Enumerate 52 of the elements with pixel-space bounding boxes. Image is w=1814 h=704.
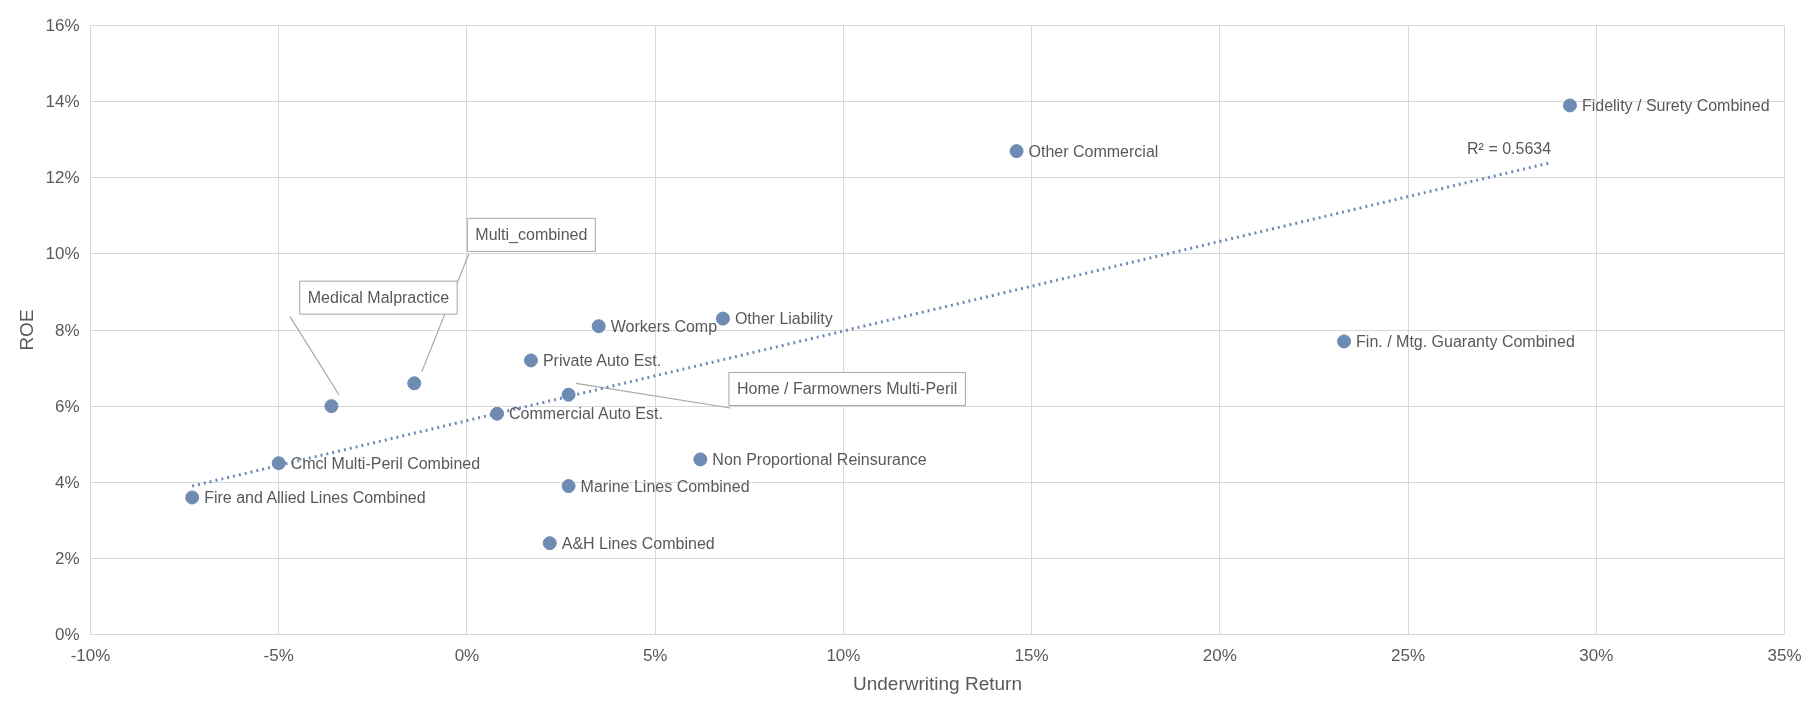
- data-label: Marine Lines Combined: [580, 477, 750, 495]
- point: [1337, 334, 1352, 349]
- point: [561, 387, 576, 402]
- x-tick-label: -5%: [263, 645, 294, 665]
- point: [324, 399, 339, 414]
- data-label: Private Auto Est.: [542, 351, 662, 369]
- point: [271, 456, 286, 471]
- data-label: Home / Farmowners Multi-Peril: [736, 380, 958, 398]
- y-tick-label: 12%: [45, 168, 80, 188]
- point: [1009, 144, 1024, 159]
- data-label: A&H Lines Combined: [561, 534, 715, 552]
- data-label: Workers Comp: [610, 317, 718, 335]
- point: [1562, 98, 1577, 113]
- annotation: R² = 0.5634: [1467, 139, 1552, 157]
- y-tick-label: 14%: [45, 92, 80, 112]
- x-tick-label: 20%: [1202, 645, 1237, 665]
- y-tick-label: 2%: [54, 548, 80, 568]
- point: [693, 452, 708, 467]
- data-label: Multi_combined: [475, 226, 588, 245]
- data-label: Commercial Auto Est.: [509, 405, 663, 423]
- x-tick-label: 30%: [1579, 645, 1614, 665]
- data-label: Cmcl Multi-Peril Combined: [290, 454, 481, 472]
- x-tick-label: -10%: [70, 645, 111, 665]
- data-label: Medical Malpractice: [307, 289, 450, 307]
- x-axis-title: Underwriting Return: [853, 672, 1022, 694]
- data-label: Other Commercial: [1028, 142, 1159, 160]
- point: [542, 536, 557, 551]
- x-tick-label: 0%: [454, 645, 480, 665]
- data-label: Other Liability: [734, 310, 833, 328]
- y-axis-title: ROE: [16, 309, 38, 351]
- x-tick-label: 15%: [1014, 645, 1049, 665]
- data-label: Fin. / Mtg. Guaranty Combined: [1356, 332, 1575, 350]
- y-tick-label: 16%: [45, 16, 80, 35]
- data-label: Fidelity / Surety Combined: [1581, 96, 1770, 114]
- point: [185, 490, 200, 505]
- point: [715, 311, 730, 326]
- y-tick-label: 4%: [54, 472, 80, 492]
- data-label: Fire and Allied Lines Combined: [204, 488, 426, 506]
- y-tick-label: 10%: [45, 244, 80, 264]
- point: [561, 479, 576, 494]
- point: [591, 319, 606, 334]
- data-label: Non Proportional Reinsurance: [712, 450, 927, 468]
- x-tick-label: 35%: [1767, 645, 1802, 665]
- y-tick-label: 0%: [54, 625, 80, 644]
- point: [407, 376, 422, 391]
- x-tick-label: 10%: [826, 645, 861, 665]
- point: [490, 406, 505, 421]
- x-tick-label: 5%: [642, 645, 668, 665]
- point: [523, 353, 538, 368]
- y-tick-label: 6%: [54, 396, 80, 416]
- x-tick-label: 25%: [1391, 645, 1426, 665]
- y-tick-label: 8%: [54, 320, 80, 340]
